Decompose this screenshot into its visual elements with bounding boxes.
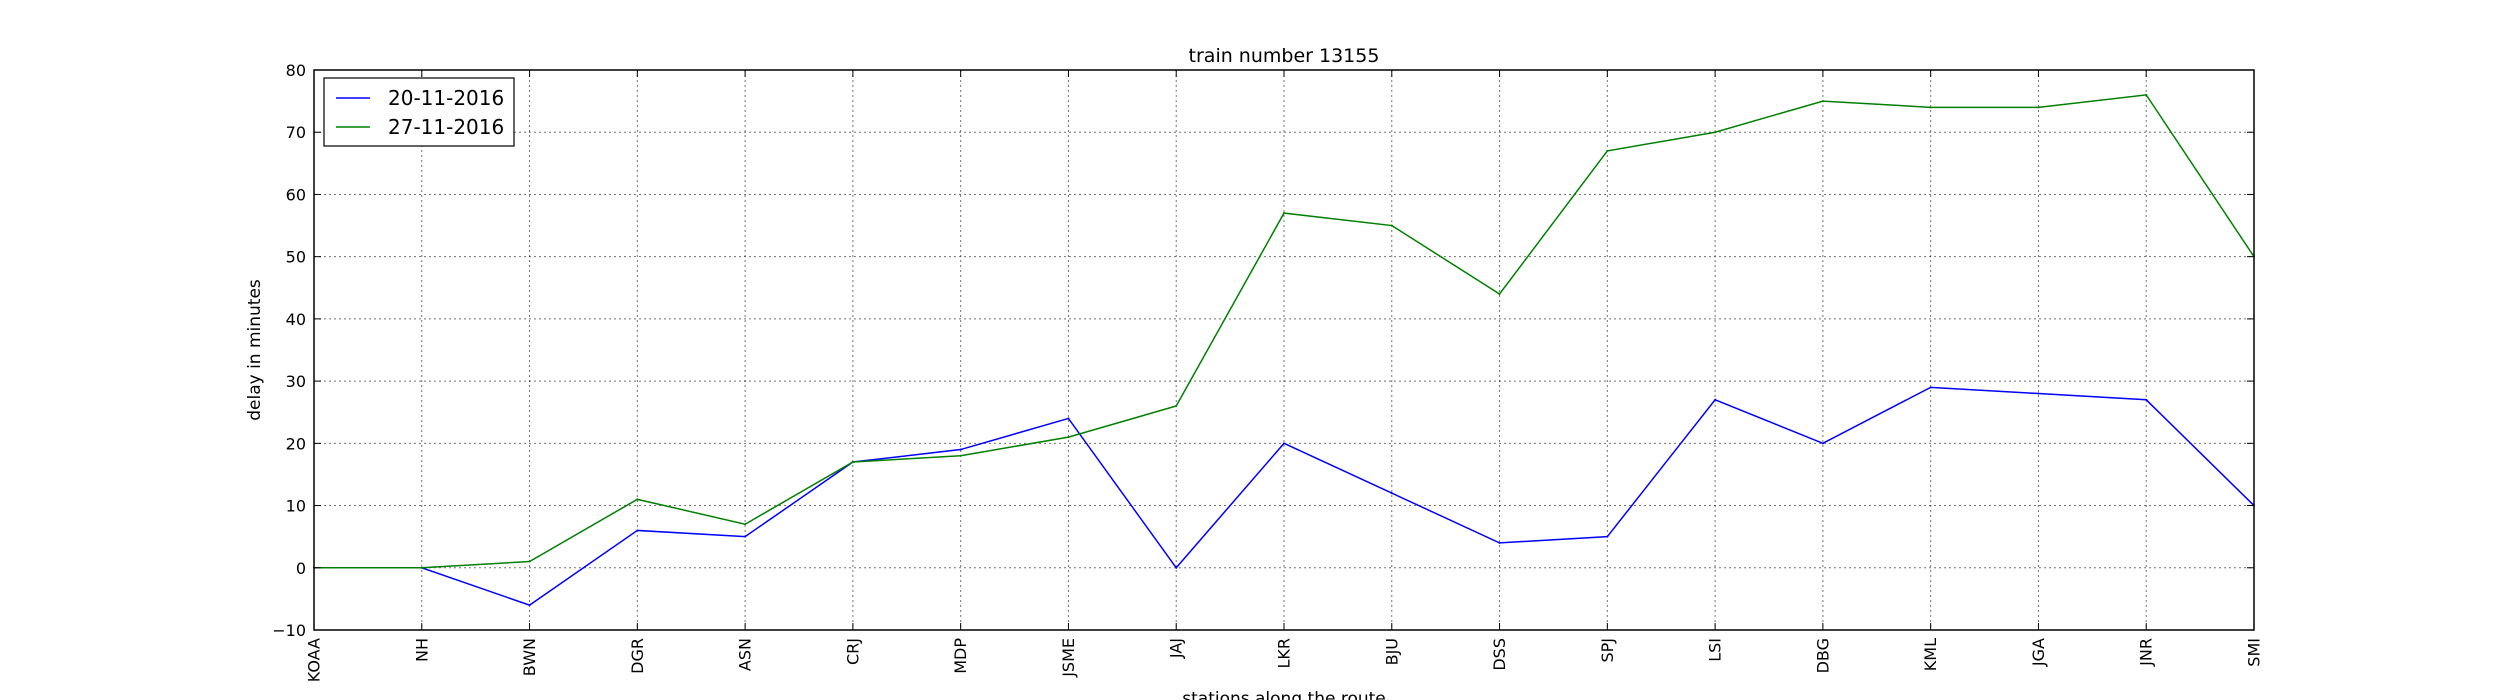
data-point-20-11-2016	[959, 448, 962, 451]
y-tick-label: −10	[272, 621, 306, 640]
x-tick-label: DBG	[1813, 638, 1832, 673]
data-point-27-11-2016	[1283, 212, 1285, 215]
data-point-27-11-2016	[744, 523, 747, 526]
x-tick-label: KML	[1921, 638, 1940, 671]
y-axis-label: delay in minutes	[245, 279, 265, 421]
y-tick-label: 50	[286, 248, 306, 267]
y-tick-label: 70	[286, 123, 306, 142]
legend: 20-11-2016 27-11-2016	[323, 77, 515, 147]
data-point-27-11-2016	[1606, 149, 1609, 152]
data-point-27-11-2016	[636, 498, 639, 501]
x-tick-label: SMI	[2245, 638, 2264, 667]
data-point-27-11-2016	[1821, 100, 1824, 103]
x-tick-label: ASN	[736, 638, 755, 671]
x-tick-label: DGR	[628, 638, 647, 674]
x-tick-label: LKR	[1275, 638, 1294, 669]
x-tick-label: KOAA	[305, 638, 324, 682]
data-point-20-11-2016	[1821, 442, 1824, 445]
series-layer	[313, 93, 2255, 607]
data-point-27-11-2016	[420, 566, 423, 569]
data-point-27-11-2016	[2037, 106, 2040, 109]
data-point-20-11-2016	[1606, 535, 1609, 538]
y-tick-label: 30	[286, 372, 306, 391]
data-point-27-11-2016	[1390, 224, 1393, 227]
x-tick-label: JAJ	[1167, 638, 1186, 659]
y-tick-label: 80	[286, 61, 306, 80]
data-point-27-11-2016	[959, 454, 962, 457]
x-tick-label: LSI	[1706, 638, 1725, 662]
data-point-20-11-2016	[2145, 398, 2148, 401]
x-tick-label: NH	[412, 638, 431, 662]
x-tick-label: BWN	[520, 638, 539, 676]
data-point-20-11-2016	[528, 604, 531, 607]
x-tick-label: BJU	[1382, 638, 1401, 665]
data-point-20-11-2016	[1283, 442, 1285, 445]
data-point-20-11-2016	[1714, 398, 1717, 401]
data-point-27-11-2016	[1175, 405, 1178, 407]
data-point-20-11-2016	[1175, 566, 1178, 569]
y-tick-label: 0	[296, 559, 306, 578]
legend-label: 27-11-2016	[388, 115, 504, 139]
x-tick-label: JSME	[1059, 638, 1078, 678]
grid-layer	[314, 70, 2254, 630]
x-axis-label: stations along the route	[1182, 689, 1386, 700]
data-point-27-11-2016	[1498, 293, 1501, 295]
x-tick-label: SPJ	[1598, 638, 1617, 663]
y-tick-label: 20	[286, 434, 306, 453]
x-tick-label: JNR	[2137, 638, 2156, 667]
legend-label: 20-11-2016	[388, 86, 504, 110]
chart-title: train number 13155	[1189, 45, 1380, 67]
data-point-27-11-2016	[851, 461, 854, 463]
y-tick-label: 40	[286, 310, 306, 329]
tick-layer: KOAA NH BWN DGR ASN CRJ MDP JSME JAJ LKR BJU DSS SPJ…	[272, 61, 2263, 682]
x-tick-label: CRJ	[843, 638, 862, 665]
data-point-27-11-2016	[1929, 106, 1932, 109]
y-tick-label: 60	[286, 185, 306, 204]
x-tick-label: MDP	[951, 638, 970, 674]
data-point-20-11-2016	[1929, 386, 1932, 389]
data-point-27-11-2016	[1067, 436, 1070, 439]
data-point-27-11-2016	[528, 560, 531, 563]
x-tick-label: DSS	[1490, 638, 1509, 671]
legend-box	[323, 77, 515, 147]
data-point-20-11-2016	[1390, 492, 1393, 495]
data-point-20-11-2016	[2037, 392, 2040, 395]
x-tick-label: JGA	[2029, 638, 2048, 667]
data-point-27-11-2016	[2145, 93, 2148, 96]
data-point-20-11-2016	[1498, 541, 1501, 544]
data-point-20-11-2016	[744, 535, 747, 538]
y-tick-label: 10	[286, 497, 306, 516]
data-point-27-11-2016	[1714, 131, 1717, 134]
data-point-20-11-2016	[636, 529, 639, 532]
data-point-20-11-2016	[1067, 417, 1070, 420]
